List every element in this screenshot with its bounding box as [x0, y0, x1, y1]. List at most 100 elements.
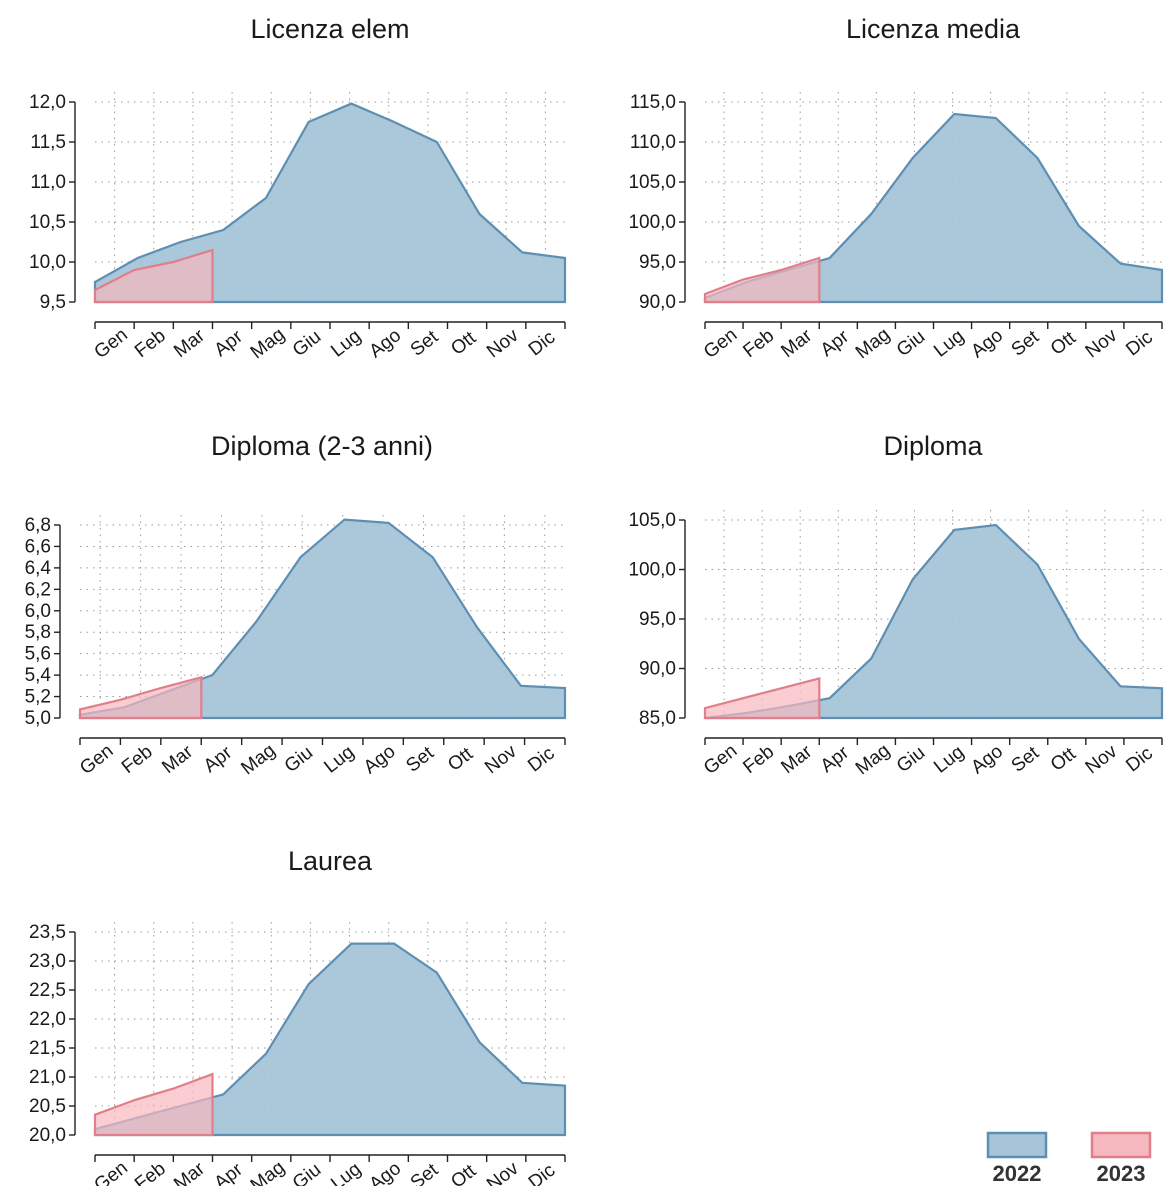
x-tick-label: Lug	[327, 1159, 365, 1186]
panel-1: Licenza elem 12,0 11,5 11,0 10,5 10,0 9,5 Gen Fe…	[29, 14, 567, 363]
y-tick-label: 11,0	[30, 172, 66, 193]
x-tick-label: Lug	[930, 742, 968, 778]
y-tick-label: 6,4	[25, 558, 52, 579]
y-tick-label: 20,0	[29, 1125, 66, 1146]
legend: 2022 2023	[986, 1131, 1152, 1186]
panel-2: Licenza media 115,0 110,0 105,0 100,0 95,0 90,…	[628, 14, 1164, 363]
x-tick-label: Mag	[247, 324, 289, 363]
y-tick-label: 20,5	[29, 1096, 66, 1117]
x-tick-label: Nov	[1082, 325, 1122, 363]
panel-title: Diploma	[883, 431, 983, 461]
y-tick-label: 95,0	[639, 252, 676, 273]
x-tick-label: Gen	[91, 324, 132, 363]
y-tick-label: 10,0	[29, 252, 66, 273]
x-tick-label: Dic	[1122, 743, 1157, 776]
y-tick-label: 90,0	[639, 659, 676, 680]
legend-label-2023: 2023	[1097, 1161, 1146, 1186]
x-tick-label: Ott	[1047, 327, 1080, 360]
x-tick-label: Mar	[777, 325, 816, 362]
x-tick-label: Giu	[893, 742, 929, 777]
x-tick-label: Mar	[777, 741, 816, 778]
x-tick-label: Giu	[289, 326, 325, 361]
y-tick-label: 100,0	[628, 212, 676, 233]
x-tick-label: Ago	[366, 1158, 406, 1186]
legend-swatch-2022	[986, 1131, 1048, 1159]
x-tick-label: Ott	[1047, 743, 1080, 776]
area-2023	[93, 248, 214, 304]
y-tick-label: 105,0	[628, 510, 676, 531]
y-tick-label: 6,8	[25, 515, 51, 536]
x-tick-label: Dic	[524, 743, 559, 776]
x-tick-label: Set	[1008, 326, 1044, 361]
x-tick-label: Set	[1008, 742, 1044, 777]
y-tick-label: 11,5	[30, 132, 66, 153]
x-tick-label: Feb	[739, 325, 778, 362]
y-tick-label: 23,0	[29, 951, 66, 972]
y-tick-label: 105,0	[628, 172, 676, 193]
x-tick-label: Lug	[930, 326, 968, 362]
x-tick-label: Nov	[483, 1158, 523, 1186]
x-tick-label: Set	[407, 326, 443, 361]
x-tick-label: Lug	[327, 326, 365, 362]
x-tick-label: Feb	[739, 741, 778, 778]
x-tick-label: Ago	[967, 741, 1007, 778]
area-2023	[703, 676, 821, 720]
area-2023	[703, 256, 821, 304]
x-tick-label: Nov	[483, 325, 523, 363]
x-tick-label: Mag	[237, 740, 279, 779]
y-tick-label: 12,0	[29, 92, 66, 113]
x-tick-label: Ott	[447, 327, 480, 360]
y-tick-label: 10,5	[29, 212, 66, 233]
x-tick-label: Lug	[320, 742, 358, 778]
x-tick-label: Ott	[447, 1160, 480, 1186]
x-tick-label: Dic	[1122, 327, 1157, 360]
x-tick-label: Nov	[481, 741, 521, 779]
x-tick-label: Apr	[817, 326, 854, 361]
x-tick-label: Ott	[444, 743, 477, 776]
x-tick-label: Giu	[893, 326, 929, 361]
y-tick-label: 22,5	[29, 980, 66, 1001]
x-tick-label: Ago	[360, 741, 400, 778]
x-tick-label: Set	[407, 1159, 443, 1186]
x-tick-label: Mag	[852, 324, 894, 363]
y-tick-label: 110,0	[630, 132, 676, 153]
y-tick-label: 6,2	[25, 579, 51, 600]
y-tick-label: 85,0	[639, 708, 676, 729]
area-2023	[93, 1072, 214, 1137]
area-2022	[78, 518, 567, 720]
x-tick-label: Giu	[281, 742, 317, 777]
x-tick-label: Apr	[211, 1159, 248, 1186]
y-tick-label: 100,0	[628, 560, 676, 581]
x-tick-label: Giu	[289, 1159, 325, 1186]
y-tick-label: 22,0	[29, 1009, 66, 1030]
y-tick-label: 5,4	[25, 665, 52, 686]
y-tick-label: 21,5	[29, 1038, 66, 1059]
x-tick-label: Dic	[525, 1160, 560, 1186]
y-tick-label: 5,6	[25, 644, 51, 665]
x-tick-label: Apr	[211, 326, 248, 361]
y-tick-label: 5,0	[25, 708, 51, 729]
y-tick-label: 115,0	[630, 92, 676, 113]
y-tick-label: 5,8	[25, 622, 51, 643]
panel-title: Diploma (2-3 anni)	[211, 431, 433, 461]
x-tick-label: Mar	[170, 1158, 209, 1186]
x-tick-label: Set	[402, 742, 438, 777]
x-tick-label: Gen	[700, 740, 741, 779]
legend-swatch-2023	[1090, 1131, 1152, 1159]
area-2022	[704, 523, 1164, 720]
x-tick-label: Mar	[158, 741, 197, 778]
panel-title: Licenza media	[846, 14, 1021, 44]
x-tick-label: Apr	[817, 742, 854, 777]
area-2023	[78, 675, 203, 720]
panel-title: Licenza elem	[250, 14, 409, 44]
panel-3: Diploma (2-3 anni)6,86,66,46,26,05,85,65…	[25, 431, 567, 779]
x-tick-label: Gen	[76, 740, 117, 779]
x-tick-label: Mag	[852, 740, 894, 779]
y-tick-label: 6,0	[25, 601, 51, 622]
x-tick-label: Feb	[118, 741, 157, 778]
y-tick-label: 5,2	[25, 687, 51, 708]
y-tick-label: 21,0	[29, 1067, 66, 1088]
